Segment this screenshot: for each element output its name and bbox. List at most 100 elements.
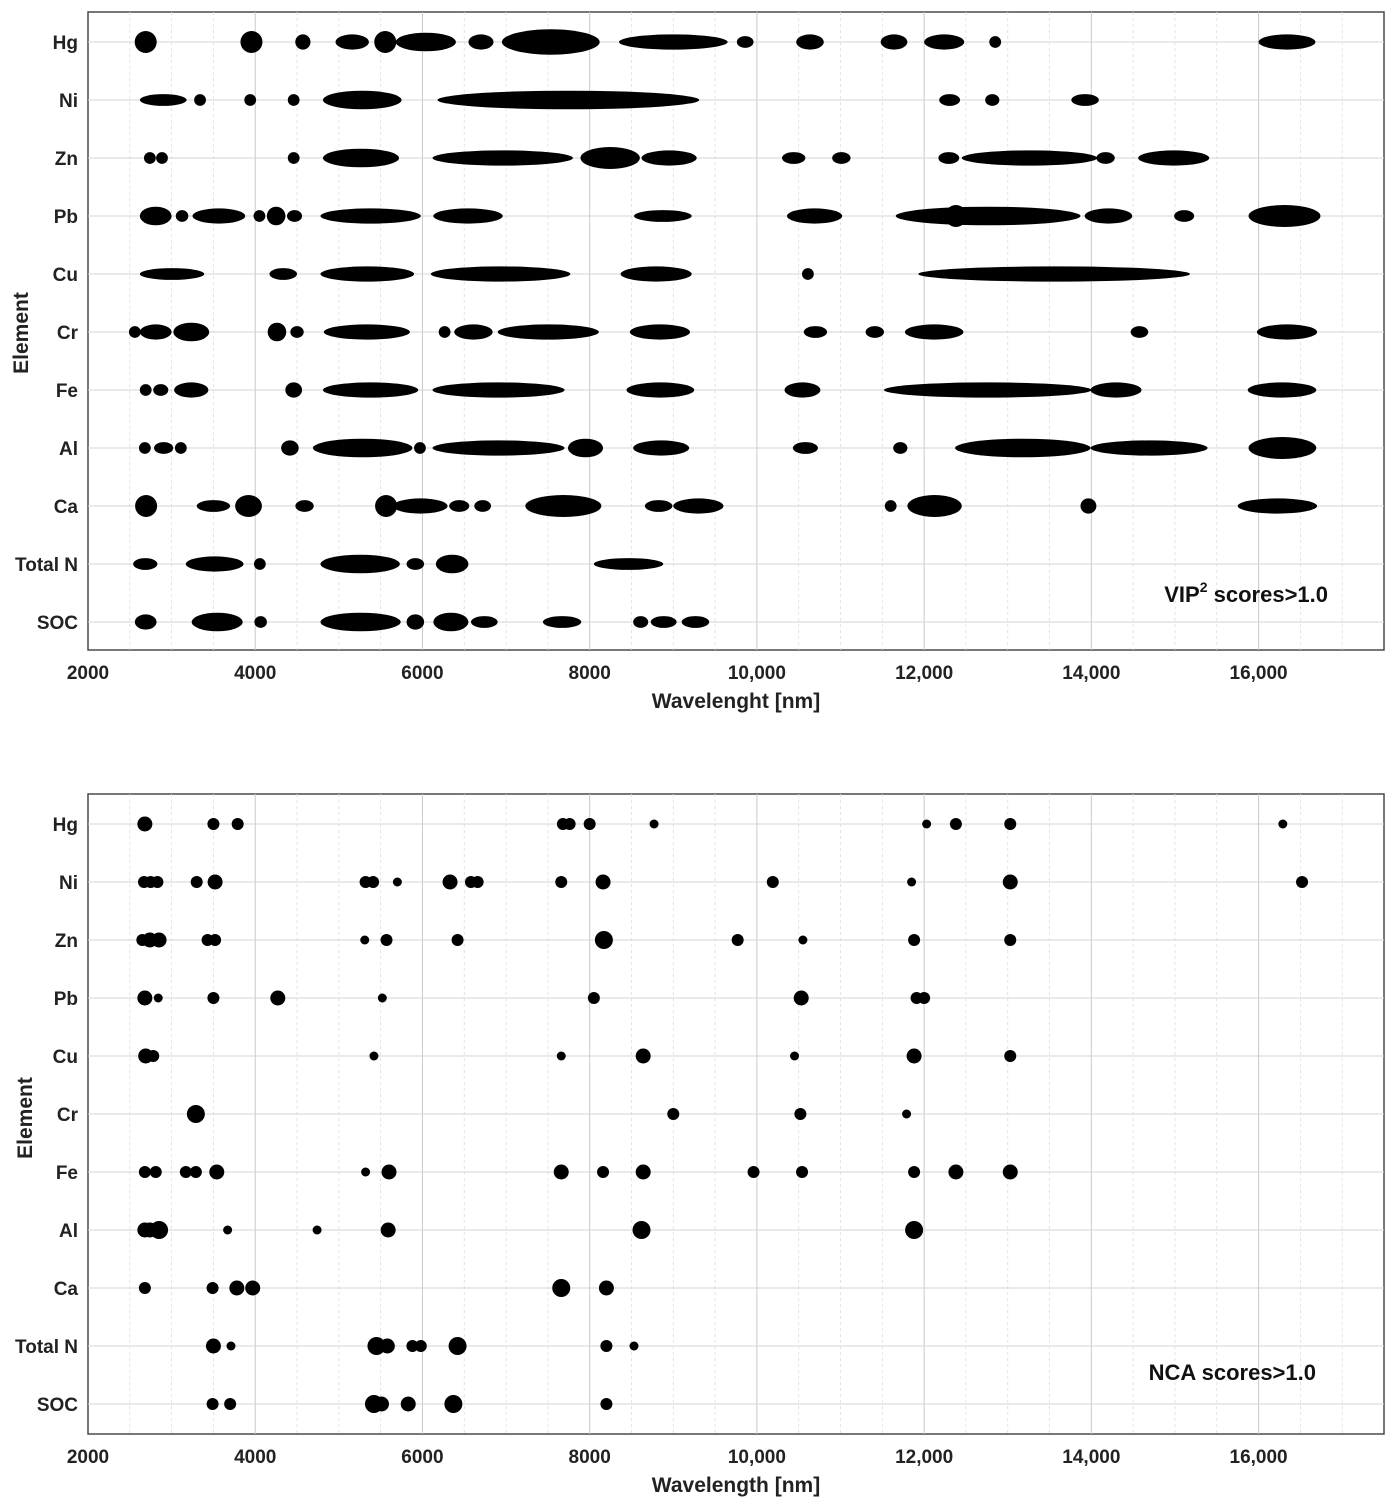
data-segment <box>320 208 421 224</box>
data-point <box>790 1051 800 1061</box>
data-point <box>367 1337 386 1355</box>
data-segment <box>240 31 263 53</box>
data-segment <box>542 616 582 628</box>
data-point <box>1002 874 1018 890</box>
data-segment <box>322 148 400 168</box>
data-point <box>922 819 932 829</box>
y-tick-label: Fe <box>56 1163 78 1184</box>
data-segment <box>1130 326 1149 338</box>
data-segment <box>989 36 1002 48</box>
y-tick-label: Total N <box>15 1337 78 1358</box>
data-segment <box>267 322 287 342</box>
data-segment <box>174 442 187 454</box>
data-segment <box>620 266 692 282</box>
x-tick-label: 14,000 <box>1062 1447 1120 1468</box>
data-segment <box>191 612 243 632</box>
data-point <box>186 1105 205 1123</box>
plot-frame <box>87 11 1385 651</box>
data-point <box>442 874 458 890</box>
data-segment <box>128 326 141 338</box>
data-segment <box>938 152 960 164</box>
x-tick-label: 10,000 <box>728 1447 786 1468</box>
data-point <box>190 876 203 888</box>
data-marks <box>136 816 1309 1413</box>
data-segment <box>497 324 599 340</box>
data-point <box>918 992 931 1004</box>
data-segment <box>290 326 304 338</box>
data-segment <box>235 495 262 517</box>
data-segment <box>985 94 1000 106</box>
data-segment <box>374 31 397 53</box>
y-tick-label: SOC <box>37 613 78 634</box>
data-point <box>231 818 244 830</box>
data-segment <box>470 616 498 628</box>
data-segment <box>501 29 600 55</box>
data-point <box>556 1051 566 1061</box>
data-segment <box>393 498 448 514</box>
data-segment <box>432 440 565 456</box>
data-point <box>1004 1050 1017 1062</box>
vip-scores-chart: Hg Ni Zn Pb Cu Cr Fe Al Ca Total N SOC 2000 4000 600… <box>10 11 1385 713</box>
data-point <box>949 818 962 830</box>
data-point <box>205 1338 221 1354</box>
data-segment <box>143 152 156 164</box>
data-segment <box>194 94 206 106</box>
data-segment <box>1090 382 1142 398</box>
data-segment <box>681 616 710 628</box>
y-tick-label: Cr <box>57 323 79 344</box>
data-point <box>392 877 402 887</box>
x-tick-label: 12,000 <box>895 1447 953 1468</box>
data-segment <box>633 440 690 456</box>
data-segment <box>173 322 210 342</box>
data-point <box>766 876 779 888</box>
data-segment <box>285 382 303 398</box>
data-point <box>367 876 380 888</box>
data-segment <box>133 558 158 570</box>
data-point <box>1004 934 1017 946</box>
data-segment <box>449 500 470 512</box>
annotation-superscript: 2 <box>1200 579 1208 595</box>
data-point <box>373 1396 389 1412</box>
data-segment <box>433 612 469 632</box>
data-segment <box>1248 437 1317 459</box>
data-point <box>444 1395 463 1413</box>
data-segment <box>904 324 964 340</box>
data-segment <box>633 210 692 222</box>
data-point <box>587 992 600 1004</box>
data-point <box>908 1166 921 1178</box>
x-tick-label: 4000 <box>234 663 276 684</box>
data-segment <box>673 498 724 514</box>
y-axis-title: Element <box>10 292 33 374</box>
data-point <box>151 876 164 888</box>
nca-scores-chart: Hg Ni Zn Pb Cu Cr Fe Al Ca Total N SOC 2000 4000 600… <box>14 793 1385 1497</box>
data-point <box>635 1164 651 1180</box>
y-tick-label: Fe <box>56 381 78 402</box>
data-point <box>414 1340 427 1352</box>
data-segment <box>1258 34 1316 50</box>
data-segment <box>375 495 398 517</box>
data-segment <box>322 90 402 110</box>
data-segment <box>803 326 828 338</box>
x-tick-label: 6000 <box>401 1447 443 1468</box>
data-segment <box>395 32 456 52</box>
data-point <box>908 934 921 946</box>
data-point <box>1004 818 1017 830</box>
data-point <box>245 1280 261 1296</box>
x-tick-labels: 2000 4000 6000 8000 10,000 12,000 14,000 16,000 <box>67 1447 1288 1468</box>
data-segment <box>1071 94 1099 106</box>
data-segment <box>287 94 300 106</box>
data-segment <box>1080 498 1097 514</box>
annotation-main: VIP <box>1164 582 1199 607</box>
data-segment <box>134 614 157 630</box>
annotation-label: NCA scores>1.0 <box>1149 1360 1316 1385</box>
data-segment <box>939 94 961 106</box>
data-point <box>224 1398 237 1410</box>
data-point <box>179 1166 192 1178</box>
data-segment <box>1096 152 1115 164</box>
data-segment <box>918 266 1191 282</box>
x-axis-title: Wavelength [nm] <box>652 1474 820 1497</box>
data-segment <box>139 384 152 396</box>
data-point <box>270 990 286 1006</box>
data-point <box>360 935 370 945</box>
y-tick-label: Zn <box>55 931 78 952</box>
